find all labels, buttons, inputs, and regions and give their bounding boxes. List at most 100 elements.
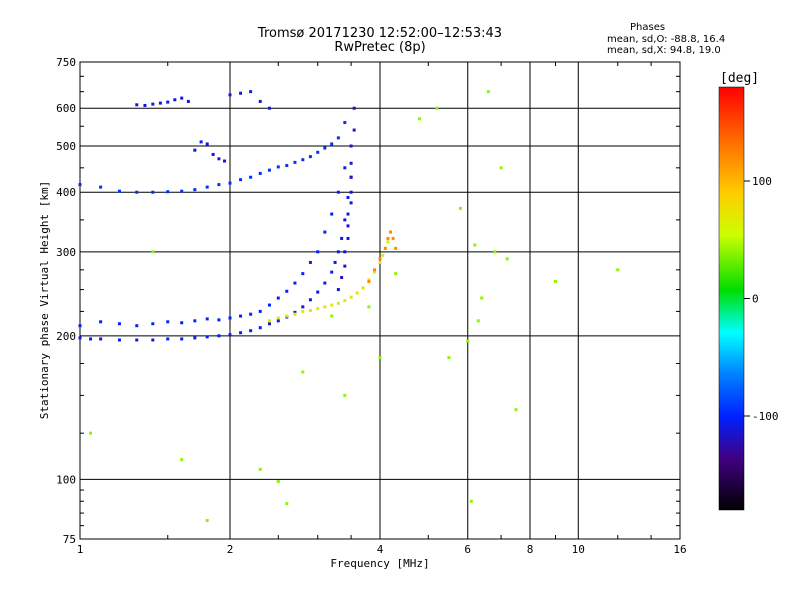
data-point <box>343 166 347 170</box>
colorbar-gradient <box>718 86 745 511</box>
data-point <box>158 101 162 105</box>
data-point <box>276 165 280 169</box>
colorbar-tick-label: -100 <box>752 410 779 423</box>
data-point <box>417 117 421 121</box>
data-point <box>330 303 334 307</box>
data-point <box>258 326 262 330</box>
data-point <box>78 336 82 340</box>
data-point <box>343 218 347 222</box>
data-point <box>193 319 197 323</box>
data-point <box>301 305 305 309</box>
data-point <box>308 308 312 312</box>
y-tick-label: 400 <box>56 186 76 199</box>
data-point <box>355 291 359 295</box>
data-point <box>447 356 451 360</box>
data-point <box>267 319 271 323</box>
data-point <box>285 314 289 318</box>
data-point <box>301 158 305 162</box>
data-point <box>367 305 371 309</box>
data-point <box>340 276 344 280</box>
data-point <box>205 142 209 146</box>
data-point <box>89 337 93 341</box>
data-point <box>386 236 390 240</box>
y-tick-label: 600 <box>56 102 76 115</box>
data-point <box>381 253 385 257</box>
data-point <box>99 337 103 341</box>
data-point <box>193 148 197 152</box>
data-point <box>267 106 271 110</box>
data-point <box>239 331 243 335</box>
data-point <box>276 479 280 483</box>
data-point <box>308 155 312 159</box>
y-tick-label: 500 <box>56 140 76 153</box>
data-point <box>151 190 155 194</box>
data-point <box>378 356 382 360</box>
colorbar-tick-label: 100 <box>752 175 772 188</box>
data-point <box>316 290 320 294</box>
data-point <box>217 157 221 161</box>
data-point <box>616 268 620 272</box>
data-point <box>352 128 356 132</box>
data-point <box>514 408 518 412</box>
data-point <box>78 324 82 328</box>
data-point <box>117 338 121 342</box>
data-point <box>135 324 139 328</box>
data-point <box>330 212 334 216</box>
data-point <box>352 106 356 110</box>
x-axis-label: Frequency [MHz] <box>330 557 429 570</box>
data-point <box>166 190 170 194</box>
data-point <box>258 171 262 175</box>
data-point <box>143 103 147 107</box>
data-point <box>193 188 197 192</box>
data-point <box>486 90 490 94</box>
data-point <box>316 307 320 311</box>
data-point <box>343 250 347 254</box>
data-point <box>373 268 377 272</box>
data-point <box>228 333 232 337</box>
data-point <box>217 334 221 338</box>
data-point <box>285 289 289 293</box>
data-point <box>293 281 297 285</box>
data-point <box>349 190 353 194</box>
stats-x-line: mean, sd,X: 94.8, 19.0 <box>607 45 721 56</box>
data-point <box>343 393 347 397</box>
data-point <box>180 189 184 193</box>
data-point <box>308 298 312 302</box>
data-point <box>349 161 353 165</box>
data-point <box>386 240 390 244</box>
data-point <box>180 458 184 462</box>
data-point <box>249 312 253 316</box>
data-point <box>336 288 340 292</box>
data-point <box>340 236 344 240</box>
data-point <box>258 467 262 471</box>
colorbar-tick-label: 0 <box>752 293 759 306</box>
data-point <box>249 329 253 333</box>
data-point <box>186 99 190 103</box>
data-point <box>394 272 398 276</box>
data-point <box>343 121 347 125</box>
data-points <box>78 90 620 523</box>
data-point <box>323 281 327 285</box>
y-axis-label: Stationary phase Virtual Height [km] <box>38 181 51 419</box>
data-point <box>223 159 227 163</box>
x-tick-label: 16 <box>673 543 686 556</box>
data-point <box>349 295 353 299</box>
data-point <box>373 270 377 274</box>
data-point <box>499 166 503 170</box>
data-point <box>180 96 184 100</box>
data-point <box>383 246 387 250</box>
data-point <box>151 338 155 342</box>
data-point <box>308 260 312 264</box>
data-point <box>316 150 320 154</box>
x-tick-label: 2 <box>227 543 234 556</box>
data-point <box>99 185 103 189</box>
data-point <box>349 201 353 205</box>
data-point <box>205 317 209 321</box>
data-point <box>343 264 347 268</box>
data-point <box>367 278 371 282</box>
data-point <box>166 320 170 324</box>
data-point <box>333 260 337 264</box>
stats-o-line: mean, sd,O: -88.8, 16.4 <box>607 34 726 45</box>
x-tick-label: 6 <box>464 543 471 556</box>
